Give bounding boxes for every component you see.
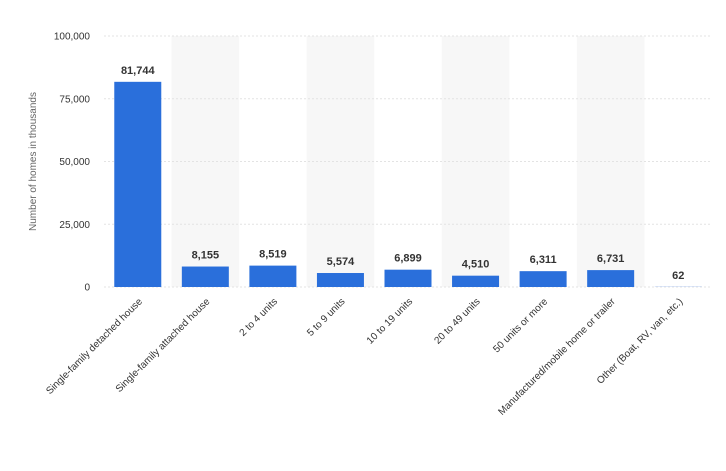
bar: [519, 271, 567, 287]
y-tick-label: 50,000: [59, 157, 90, 168]
x-axis-ticks: Single-family detached houseSingle-famil…: [44, 296, 685, 418]
data-label: 6,311: [530, 254, 557, 266]
data-label: 62: [672, 270, 684, 282]
category-band: [441, 36, 510, 287]
bar: [249, 265, 297, 287]
bar: [316, 273, 364, 287]
bar: [452, 275, 500, 287]
data-label: 6,899: [394, 253, 422, 265]
x-tick-label: 10 to 19 units: [365, 296, 415, 346]
x-tick-label: Manufactured/mobile home or trailer: [496, 296, 618, 418]
data-label: 81,744: [121, 65, 156, 77]
y-tick-label: 25,000: [59, 220, 90, 231]
data-label: 6,731: [597, 253, 625, 265]
x-tick-label: 5 to 9 units: [305, 296, 347, 338]
x-tick-label: 50 units or more: [491, 296, 550, 355]
y-axis-label: Number of homes in thousands: [28, 92, 39, 231]
bar: [181, 266, 229, 287]
x-tick-label: 20 to 49 units: [432, 296, 482, 346]
bars: [114, 81, 702, 287]
data-label: 8,519: [259, 249, 287, 261]
data-label: 4,510: [462, 259, 490, 271]
bar: [587, 270, 635, 287]
bar: [384, 269, 432, 287]
data-label: 5,574: [327, 256, 355, 268]
y-tick-label: 100,000: [54, 32, 91, 43]
data-labels: 81,744 8,155 8,519 5,574 6,899 4,510 6,311 6,73…: [121, 65, 684, 282]
category-band: [576, 36, 645, 287]
y-axis-ticks: 0 25,000 50,000 75,000 100,000: [54, 32, 91, 294]
x-tick-label: 2 to 4 units: [238, 296, 280, 338]
y-tick-label: 75,000: [59, 94, 90, 105]
data-label: 8,155: [192, 250, 220, 262]
y-tick-label: 0: [84, 283, 90, 294]
bar: [114, 81, 162, 287]
